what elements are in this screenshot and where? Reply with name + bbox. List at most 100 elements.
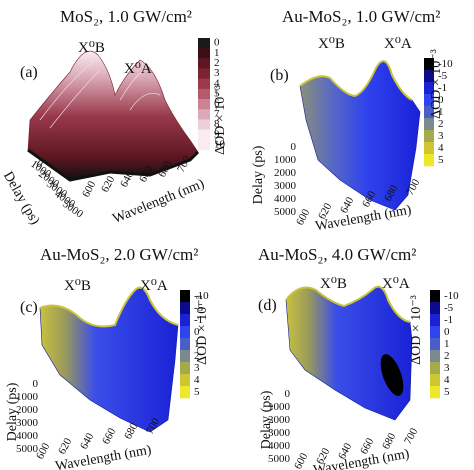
panel-a-colorbar-label: ΔOD × 10⁻³ bbox=[213, 85, 228, 155]
panel-d-colorbar-tick: 4 bbox=[444, 374, 450, 386]
panel-b-colorbar-tick: -1 bbox=[438, 82, 447, 94]
panel-c-colorbar-tick: 5 bbox=[194, 386, 200, 398]
panel-c-colorbar-cell bbox=[180, 386, 190, 399]
panel-a-colorbar-tick: 0 bbox=[214, 37, 220, 49]
panel-c-y-tick: 4000 bbox=[16, 430, 39, 442]
panel-b-y-tick: 1000 bbox=[274, 154, 297, 166]
panel-d-colorbar-cell bbox=[430, 338, 440, 351]
panel-b-colorbar-tick: 0 bbox=[438, 94, 444, 106]
panel-d-colorbar-cell bbox=[430, 290, 440, 303]
panel-c-colorbar-cell bbox=[180, 290, 190, 303]
panel-b-colorbar-cell bbox=[424, 70, 434, 83]
panel-b-y-tick: 3000 bbox=[274, 180, 297, 192]
panel-b-colorbar-cell bbox=[424, 118, 434, 131]
panel-a-colorbar-cell bbox=[198, 109, 210, 120]
panel-d-y-tick: 0 bbox=[285, 388, 291, 400]
panel-b-colorbar-tick: 2 bbox=[438, 118, 444, 130]
panel-c-colorbar-cell bbox=[180, 302, 190, 315]
panel-b-colorbar-cell bbox=[424, 82, 434, 95]
panel-b-colorbar-cell bbox=[424, 142, 434, 155]
panel-c-peak-a: X⁰A bbox=[140, 278, 168, 294]
panel-d-colorbar-cell bbox=[430, 362, 440, 375]
panel-b-colorbar-tick: 4 bbox=[438, 142, 444, 154]
panel-c: Au-MoS₂, 2.0 GW/cm² (c) X⁰B X⁰A -10-5-10… bbox=[5, 245, 210, 470]
panel-a-colorbar-cell bbox=[198, 99, 210, 110]
panel-c-colorbar-cell bbox=[180, 338, 190, 351]
panel-b-colorbar-tick: -10 bbox=[438, 58, 453, 70]
panel-b-colorbar-tick: 5 bbox=[438, 154, 444, 166]
panel-d-ridge bbox=[285, 285, 411, 323]
panel-c-x-tick: 660 bbox=[100, 426, 119, 447]
panel-d-colorbar-tick: 5 bbox=[444, 386, 450, 398]
panel-c-colorbar-cell bbox=[180, 362, 190, 375]
panel-d-colorbar-tick: -1 bbox=[444, 314, 453, 326]
panel-a-colorbar-tick: 3 bbox=[214, 67, 220, 79]
panel-c-colorbar-label: ΔOD × 10⁻³ bbox=[195, 295, 210, 365]
panel-a-y-label: Delay (ps) bbox=[0, 169, 42, 228]
panel-b-colorbar-tick: 1 bbox=[438, 106, 444, 118]
panel-a-colorbar-cell bbox=[198, 38, 210, 49]
panel-d-colorbar-cell bbox=[430, 374, 440, 387]
panel-a-colorbar-tick: 5 bbox=[214, 88, 220, 100]
panel-c-colorbar-tick: -10 bbox=[194, 290, 209, 302]
panel-c-y-tick: 2000 bbox=[16, 404, 39, 416]
panel-a: MoS₂, 1.0 GW/cm² (a) X⁰B X⁰A 01234567891… bbox=[0, 7, 228, 228]
panel-b-peak-b: X⁰B bbox=[318, 36, 345, 52]
panel-d-colorbar-tick: 1 bbox=[444, 338, 450, 350]
panel-d-x-tick: 700 bbox=[402, 426, 421, 447]
panel-d-colorbar-cell bbox=[430, 326, 440, 339]
panel-a-colorbar-tick: 10 bbox=[214, 138, 226, 150]
panel-d: Au-MoS₂, 4.0 GW/cm² (d) X⁰B X⁰A -10-5-10… bbox=[258, 245, 459, 470]
panel-b-label: (b) bbox=[270, 67, 289, 84]
panel-d-colorbar-cell bbox=[430, 302, 440, 315]
panel-d-x-tick: 600 bbox=[292, 451, 311, 470]
panel-a-colorbar-cell bbox=[198, 78, 210, 90]
panel-b-y-tick: 5000 bbox=[274, 206, 297, 218]
panel-c-title: Au-MoS₂, 2.0 GW/cm² bbox=[40, 245, 198, 264]
panel-b-colorbar-cell bbox=[424, 58, 434, 71]
panel-a-colorbar-cell bbox=[198, 129, 210, 141]
panel-c-y-label: Delay (ps) bbox=[5, 382, 20, 441]
panel-b-surface bbox=[299, 60, 421, 211]
panel-c-y-tick: 5000 bbox=[16, 443, 39, 455]
panel-d-peak-b: X⁰B bbox=[320, 276, 347, 292]
panel-d-dark-region bbox=[380, 354, 404, 396]
panel-c-colorbar-cell bbox=[180, 374, 190, 387]
panel-c-colorbar-cell bbox=[180, 314, 190, 327]
panel-d-surface bbox=[285, 286, 413, 421]
panel-a-colorbar-cell bbox=[198, 139, 210, 151]
panel-a-colorbar-tick: 7 bbox=[214, 108, 220, 120]
panel-d-colorbar-cell bbox=[430, 314, 440, 327]
panel-c-surface bbox=[39, 287, 179, 433]
panel-b-colorbar-label: ΔOD × 10⁻³ bbox=[429, 49, 444, 119]
panel-b-ridge bbox=[299, 60, 413, 101]
panel-c-ridge bbox=[39, 286, 179, 328]
panel-d-colorbar-cell bbox=[430, 386, 440, 399]
panel-c-colorbar-tick: 2 bbox=[194, 350, 200, 362]
panel-b: Au-MoS₂, 1.0 GW/cm² (b) X⁰B X⁰A -10-5-10… bbox=[251, 7, 453, 234]
panel-d-colorbar-tick: 2 bbox=[444, 350, 450, 362]
panel-b-colorbar-cell bbox=[424, 94, 434, 107]
panel-a-colorbar-tick: 9 bbox=[214, 128, 220, 140]
panel-c-colorbar-tick: 3 bbox=[194, 362, 200, 374]
panel-c-peak-b: X⁰B bbox=[64, 278, 91, 294]
panel-d-y-tick: 5000 bbox=[268, 453, 291, 465]
panel-c-y-tick: 1000 bbox=[16, 391, 39, 403]
panel-d-y-tick: 3000 bbox=[268, 427, 291, 439]
panel-b-y-tick: 0 bbox=[291, 141, 297, 153]
panel-b-title: Au-MoS₂, 1.0 GW/cm² bbox=[282, 7, 440, 26]
panel-b-y-label: Delay (ps) bbox=[251, 145, 266, 204]
panel-c-colorbar-cell bbox=[180, 326, 190, 339]
panel-a-y-tick: 0 bbox=[34, 157, 46, 170]
panel-b-colorbar-tick: 3 bbox=[438, 130, 444, 142]
panel-c-x-tick: 620 bbox=[56, 436, 75, 457]
panel-a-colorbar-cell bbox=[198, 58, 210, 69]
panel-a-title: MoS₂, 1.0 GW/cm² bbox=[60, 7, 192, 26]
panel-a-label: (a) bbox=[20, 64, 38, 81]
panel-d-colorbar-cell bbox=[430, 350, 440, 363]
panel-a-colorbar-cell bbox=[198, 88, 210, 100]
